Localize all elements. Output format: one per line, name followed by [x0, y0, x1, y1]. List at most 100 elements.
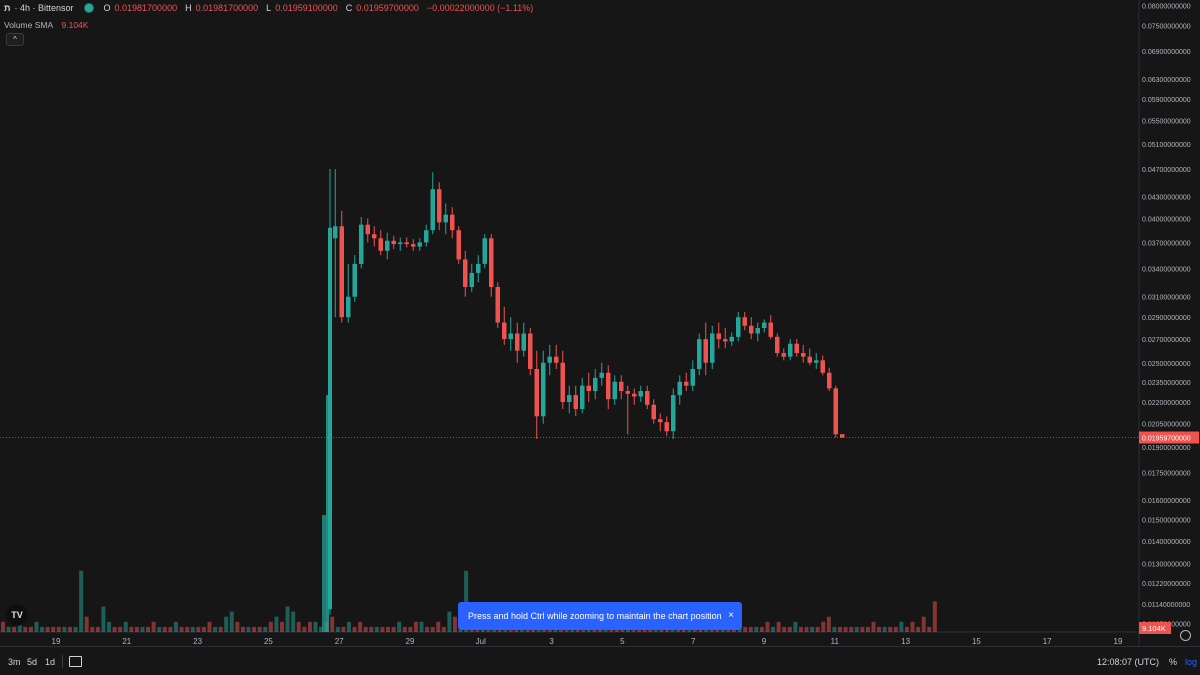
volume-bar — [804, 626, 809, 632]
volume-bar — [6, 626, 11, 632]
volume-bar — [330, 616, 335, 632]
candle-body — [716, 333, 721, 340]
candle-body — [437, 189, 442, 223]
volume-bar — [157, 626, 162, 632]
close-icon[interactable]: × — [728, 610, 734, 621]
y-tick-label: 0.01900000000 — [1142, 445, 1191, 452]
volume-bar — [12, 626, 17, 632]
candle-body — [528, 333, 533, 369]
x-tick-label: 11 — [831, 637, 840, 646]
x-tick-label: Jul — [476, 637, 486, 646]
y-tick-label: 0.04300000000 — [1142, 194, 1191, 201]
y-tick-label: 0.01140000000 — [1142, 602, 1190, 609]
x-tick-label: 9 — [762, 637, 767, 646]
candle-body — [508, 333, 513, 340]
range-5d-button[interactable]: 5d — [27, 657, 38, 667]
volume-bar — [430, 626, 435, 632]
volume-bar — [213, 626, 218, 632]
volume-bar — [84, 616, 89, 632]
candle-body — [807, 356, 812, 363]
candle-body — [352, 263, 357, 297]
volume-bar — [285, 606, 290, 632]
volume-bar — [363, 626, 368, 632]
candle-body — [710, 333, 715, 363]
volume-bar — [899, 621, 904, 632]
y-tick-label: 0.05900000000 — [1142, 97, 1191, 104]
volume-bar — [413, 621, 418, 632]
volume-bar — [252, 626, 257, 632]
volume-bar — [240, 626, 245, 632]
volume-bar — [776, 621, 781, 632]
x-tick-label: 3 — [549, 637, 554, 646]
y-tick-label: 0.01750000000 — [1142, 470, 1191, 477]
volume-bar — [1, 621, 5, 632]
volume-axis-label: 9.104K — [1142, 624, 1166, 633]
toast-message: Press and hold Ctrl while zooming to mai… — [468, 611, 722, 621]
range-1d-button[interactable]: 1d — [45, 657, 56, 667]
utc-clock[interactable]: 12:08:07 (UTC) — [1097, 657, 1160, 667]
candle-body — [723, 339, 728, 342]
volume-bar — [134, 626, 139, 632]
volume-bar — [185, 626, 190, 632]
y-tick-label: 0.02200000000 — [1142, 400, 1191, 407]
y-tick-label: 0.03400000000 — [1142, 266, 1191, 273]
candle-body — [541, 362, 546, 417]
candle-body — [788, 343, 793, 357]
candle-body — [411, 244, 416, 247]
candle-body — [333, 226, 338, 239]
candle-body — [833, 388, 838, 435]
ohlc-open-value: 0.01981700000 — [114, 3, 178, 13]
range-3m-button[interactable]: 3m — [8, 657, 21, 667]
candle-body — [619, 381, 624, 392]
collapse-legend-button[interactable]: ^ — [6, 33, 24, 46]
x-tick-label: 27 — [335, 637, 344, 646]
volume-bar — [893, 626, 898, 632]
candle-body — [469, 272, 474, 287]
volume-bar — [296, 621, 301, 632]
volume-bar — [51, 626, 56, 632]
x-tick-label: 5 — [620, 637, 625, 646]
ohlc-close-key: C — [345, 3, 353, 13]
volume-bar — [123, 621, 128, 632]
volume-bar — [322, 515, 326, 632]
candle-body — [567, 395, 572, 403]
chart-title: · 4h · Bittensor — [14, 3, 74, 13]
candle-body — [606, 372, 611, 400]
y-tick-label: 0.01300000000 — [1142, 562, 1191, 569]
percent-scale-toggle[interactable]: % — [1169, 657, 1178, 667]
candle-body — [547, 356, 552, 363]
x-tick-label: 17 — [1043, 637, 1052, 646]
candle-body — [781, 353, 786, 357]
tradingview-logo-icon[interactable]: TV — [6, 604, 28, 626]
volume-bar — [877, 626, 882, 632]
volume-bar — [810, 626, 815, 632]
volume-bar — [865, 626, 870, 632]
chart-legend: ת · 4h · Bittensor O 0.01981700000 H 0.019… — [4, 3, 537, 13]
candle-body — [450, 214, 455, 231]
candle-body — [801, 353, 806, 357]
candle-body — [339, 226, 344, 318]
volume-bar — [748, 626, 753, 632]
x-tick-label: 13 — [901, 637, 910, 646]
candle-body — [573, 395, 578, 410]
volume-bar — [280, 621, 284, 632]
volume-bar — [782, 626, 787, 632]
log-scale-toggle[interactable]: log — [1185, 657, 1198, 667]
market-status-icon[interactable] — [83, 3, 94, 13]
volume-bar — [743, 626, 748, 632]
gear-icon[interactable] — [1180, 630, 1191, 641]
candle-body — [593, 377, 598, 392]
symbol-logo: ת — [4, 3, 11, 13]
volume-bar — [916, 626, 921, 632]
x-tick-label: 7 — [691, 637, 696, 646]
calendar-range-icon[interactable] — [69, 656, 82, 667]
volume-bar — [408, 626, 413, 632]
candle-body — [385, 240, 390, 251]
volume-legend[interactable]: Volume SMA 9.104K — [4, 20, 88, 30]
volume-bar — [319, 626, 324, 632]
candle-body — [684, 381, 689, 386]
candle-body — [398, 242, 403, 245]
candle-body — [560, 362, 565, 403]
volume-bar — [464, 570, 469, 632]
